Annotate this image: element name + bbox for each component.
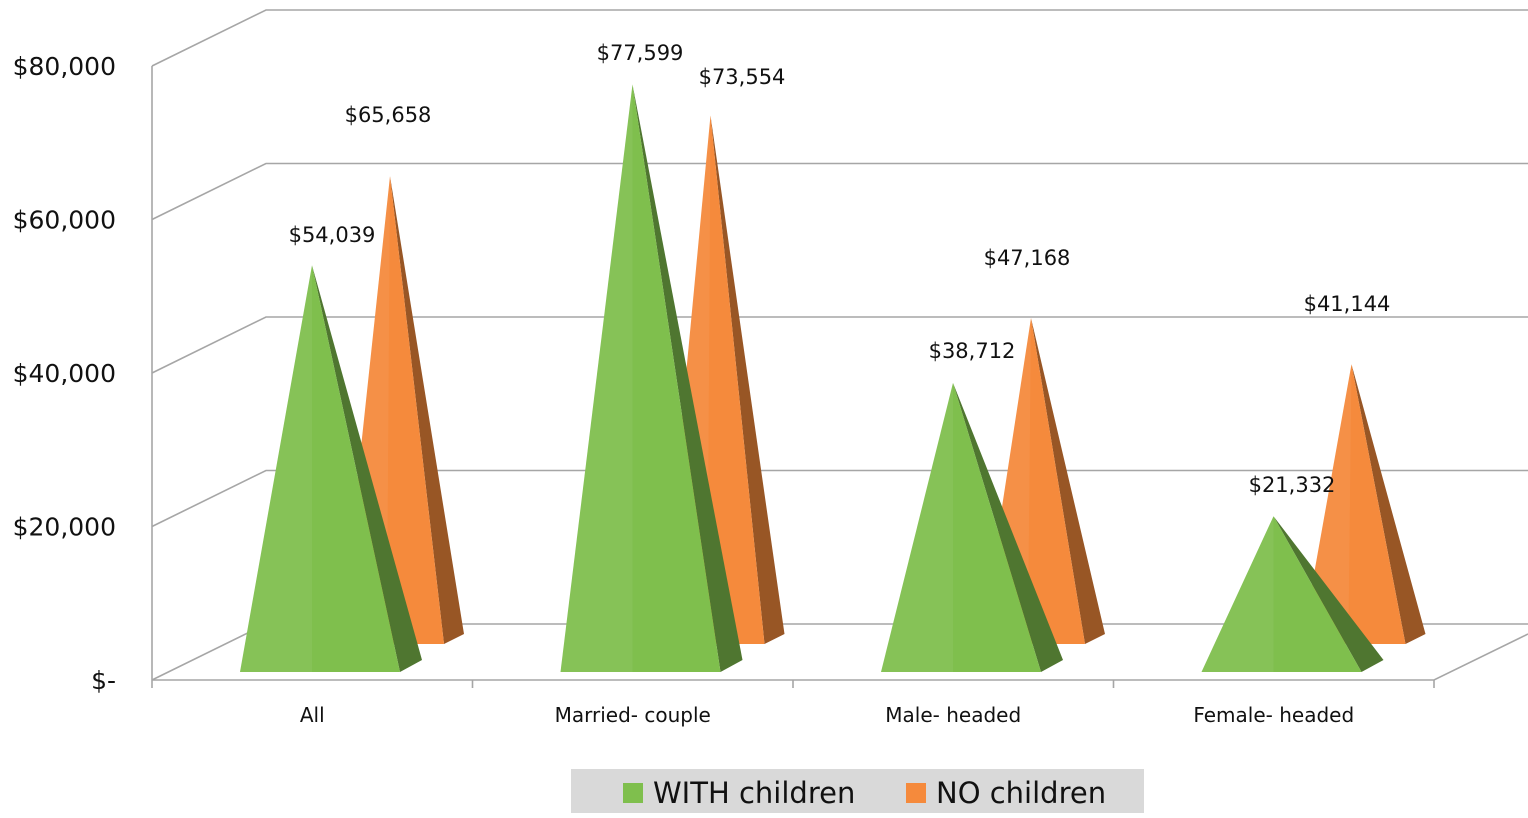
pyramid-highlight [561, 84, 633, 672]
data-label: $65,658 [345, 103, 432, 127]
x-tick-label: All [300, 703, 325, 727]
data-label: $21,332 [1249, 473, 1336, 497]
y-tick-label: $20,000 [13, 513, 116, 542]
data-label: $47,168 [984, 246, 1071, 270]
legend-swatch [906, 783, 926, 803]
x-tick-label: Married- couple [555, 703, 711, 727]
pyramid-highlight [1202, 516, 1274, 672]
x-tick-label: Female- headed [1193, 703, 1354, 727]
data-labels: $65,658 $73,554 $47,168 $41,144 $54,039 $77,5… [289, 41, 1391, 497]
y-tick-label: $40,000 [13, 359, 116, 388]
pyramid-highlight [240, 265, 312, 672]
data-label: $77,599 [597, 41, 684, 65]
y-tick-label: $80,000 [13, 52, 116, 81]
gridline [152, 317, 1528, 373]
pyramid-highlight [881, 383, 953, 672]
data-label: $54,039 [289, 223, 376, 247]
legend-label: WITH children [653, 776, 855, 810]
x-tick-label: Male- headed [885, 703, 1021, 727]
gridline [152, 10, 1528, 66]
data-label: $38,712 [929, 339, 1016, 363]
pyramid-bars [240, 84, 1426, 672]
legend-swatch [623, 783, 643, 803]
data-label: $41,144 [1304, 292, 1391, 316]
legend-label: NO children [936, 776, 1106, 810]
y-tick-label: $60,000 [13, 206, 116, 235]
data-label: $73,554 [699, 65, 786, 89]
gridline [152, 164, 1528, 220]
legend: WITH children NO children [571, 769, 1144, 813]
y-tick-label: $- [91, 666, 116, 695]
